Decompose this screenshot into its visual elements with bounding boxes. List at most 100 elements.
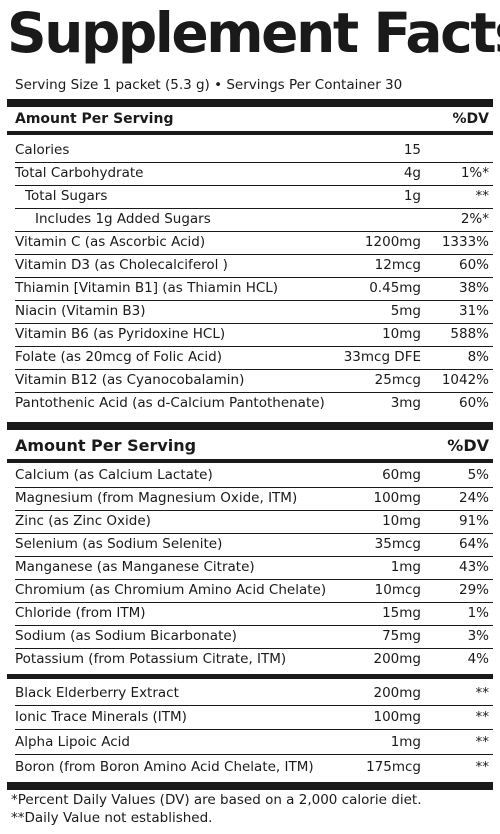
nutrient-amount: 4g bbox=[403, 165, 421, 181]
nutrient-row: Alpha Lipoic Acid 1mg ** bbox=[15, 731, 493, 755]
nutrient-dv: 64% bbox=[458, 536, 489, 552]
nutrient-name: Vitamin C (as Ascorbic Acid) bbox=[15, 234, 206, 250]
nutrient-dv: ** bbox=[475, 685, 490, 701]
nutrient-amount: 3mg bbox=[390, 395, 421, 411]
nutrient-row: Total Carbohydrate 4g 1%* bbox=[15, 162, 493, 186]
medium-divider bbox=[7, 674, 493, 679]
serving-info: Serving Size 1 packet (5.3 g) • Servings… bbox=[15, 77, 403, 93]
nutrient-row: Black Elderberry Extract 200mg ** bbox=[15, 682, 493, 706]
nutrient-amount: 15mg bbox=[382, 605, 421, 621]
nutrient-dv: 1042% bbox=[441, 372, 489, 388]
medium-divider bbox=[7, 459, 493, 463]
nutrient-row: Zinc (as Zinc Oxide) 10mg 91% bbox=[15, 510, 493, 534]
nutrient-name: Calcium (as Calcium Lactate) bbox=[15, 467, 213, 483]
nutrient-row: Thiamin [Vitamin B1] (as Thiamin HCL) 0.… bbox=[15, 277, 493, 301]
nutrient-dv: ** bbox=[475, 188, 490, 204]
nutrient-name: Thiamin [Vitamin B1] (as Thiamin HCL) bbox=[15, 280, 279, 296]
nutrient-dv: 8% bbox=[467, 349, 489, 365]
nutrient-amount: 100mg bbox=[373, 490, 422, 506]
nutrient-dv: 3% bbox=[467, 628, 489, 644]
nutrient-dv: 29% bbox=[458, 582, 489, 598]
nutrient-name: Niacin (Vitamin B3) bbox=[15, 303, 146, 319]
nutrient-row: Includes 1g Added Sugars 2%* bbox=[15, 208, 493, 232]
nutrient-name: Ionic Trace Minerals (ITM) bbox=[15, 709, 187, 725]
nutrient-dv: 31% bbox=[458, 303, 489, 319]
nutrient-name: Includes 1g Added Sugars bbox=[35, 211, 211, 227]
nutrient-amount: 75mg bbox=[382, 628, 421, 644]
nutrient-dv: 588% bbox=[450, 326, 489, 342]
nutrient-row: Chloride (from ITM) 15mg 1% bbox=[15, 602, 493, 626]
nutrient-amount: 10mg bbox=[382, 326, 421, 342]
section1-header: Amount Per Serving %DV bbox=[15, 108, 493, 130]
thick-divider bbox=[7, 782, 493, 790]
nutrient-dv: 43% bbox=[458, 559, 489, 575]
nutrient-row: Ionic Trace Minerals (ITM) 100mg ** bbox=[15, 706, 493, 730]
nutrient-name: Vitamin B12 (as Cyanocobalamin) bbox=[15, 372, 245, 388]
nutrient-name: Pantothenic Acid (as d-Calcium Pantothen… bbox=[15, 395, 325, 411]
nutrient-dv: 1%* bbox=[460, 165, 489, 181]
nutrient-dv: 60% bbox=[458, 257, 489, 273]
nutrient-amount: 0.45mg bbox=[369, 280, 421, 296]
nutrient-row: Calcium (as Calcium Lactate) 60mg 5% bbox=[15, 464, 493, 488]
nutrient-amount: 5mg bbox=[390, 303, 421, 319]
nutrient-row: Boron (from Boron Amino Acid Chelate, IT… bbox=[15, 756, 493, 779]
nutrient-amount: 33mcg DFE bbox=[343, 349, 421, 365]
nutrient-dv: 5% bbox=[467, 467, 489, 483]
nutrient-name: Vitamin B6 (as Pyridoxine HCL) bbox=[15, 326, 226, 342]
nutrient-row: Total Sugars 1g ** bbox=[15, 185, 493, 209]
medium-divider bbox=[7, 131, 493, 135]
nutrient-name: Total Sugars bbox=[25, 188, 108, 204]
nutrient-dv: 1% bbox=[467, 605, 489, 621]
panel-title: Supplement Facts bbox=[7, 1, 500, 65]
nutrient-amount: 200mg bbox=[373, 651, 422, 667]
nutrient-name: Vitamin D3 (as Cholecalciferol ) bbox=[15, 257, 228, 273]
nutrient-name: Selenium (as Sodium Selenite) bbox=[15, 536, 223, 552]
nutrient-amount: 1mg bbox=[390, 559, 421, 575]
nutrient-name: Potassium (from Potassium Citrate, ITM) bbox=[15, 651, 287, 667]
nutrient-dv: ** bbox=[475, 709, 490, 725]
nutrient-amount: 15 bbox=[403, 142, 421, 158]
nutrient-amount: 60mg bbox=[382, 467, 421, 483]
dv-header-label: %DV bbox=[452, 111, 489, 127]
footnote-not-established: **Daily Value not established. bbox=[11, 810, 213, 826]
amount-per-serving-label: Amount Per Serving bbox=[15, 436, 197, 455]
nutrient-row: Chromium (as Chromium Amino Acid Chelate… bbox=[15, 579, 493, 603]
dv-header-label: %DV bbox=[447, 436, 489, 455]
nutrient-name: Folate (as 20mcg of Folic Acid) bbox=[15, 349, 223, 365]
nutrient-name: Boron (from Boron Amino Acid Chelate, IT… bbox=[15, 759, 314, 775]
nutrient-name: Zinc (as Zinc Oxide) bbox=[15, 513, 151, 529]
nutrient-dv: 4% bbox=[467, 651, 489, 667]
nutrient-dv: 2%* bbox=[460, 211, 489, 227]
nutrient-row: Manganese (as Manganese Citrate) 1mg 43% bbox=[15, 556, 493, 580]
nutrient-row: Selenium (as Sodium Selenite) 35mcg 64% bbox=[15, 533, 493, 557]
nutrient-row: Calories 15 bbox=[15, 139, 493, 163]
thick-divider bbox=[7, 422, 493, 430]
nutrient-row: Folate (as 20mcg of Folic Acid) 33mcg DF… bbox=[15, 346, 493, 370]
nutrient-amount: 12mcg bbox=[374, 257, 421, 273]
nutrient-row: Vitamin B12 (as Cyanocobalamin) 25mcg 10… bbox=[15, 369, 493, 393]
supplement-facts-panel: Supplement Facts Serving Size 1 packet (… bbox=[7, 0, 500, 834]
nutrient-amount: 10mcg bbox=[374, 582, 421, 598]
nutrient-row: Sodium (as Sodium Bicarbonate) 75mg 3% bbox=[15, 625, 493, 649]
nutrient-row: Vitamin D3 (as Cholecalciferol ) 12mcg 6… bbox=[15, 254, 493, 278]
nutrient-row: Potassium (from Potassium Citrate, ITM) … bbox=[15, 648, 493, 671]
nutrient-name: Black Elderberry Extract bbox=[15, 685, 179, 701]
nutrient-row: Vitamin C (as Ascorbic Acid) 1200mg 1333… bbox=[15, 231, 493, 255]
nutrient-dv: 91% bbox=[458, 513, 489, 529]
nutrient-amount: 10mg bbox=[382, 513, 421, 529]
nutrient-row: Niacin (Vitamin B3) 5mg 31% bbox=[15, 300, 493, 324]
nutrient-dv: ** bbox=[475, 734, 490, 750]
nutrient-dv: 38% bbox=[458, 280, 489, 296]
nutrient-dv: 60% bbox=[458, 395, 489, 411]
thick-divider bbox=[7, 99, 493, 107]
nutrient-name: Calories bbox=[15, 142, 70, 158]
nutrient-row: Vitamin B6 (as Pyridoxine HCL) 10mg 588% bbox=[15, 323, 493, 347]
nutrient-name: Magnesium (from Magnesium Oxide, ITM) bbox=[15, 490, 298, 506]
nutrient-amount: 175mcg bbox=[366, 759, 421, 775]
nutrient-dv: ** bbox=[475, 759, 490, 775]
nutrient-amount: 25mcg bbox=[374, 372, 421, 388]
nutrient-amount: 1200mg bbox=[364, 234, 421, 250]
nutrient-amount: 200mg bbox=[373, 685, 422, 701]
nutrient-amount: 1mg bbox=[390, 734, 421, 750]
section2-header: Amount Per Serving %DV bbox=[15, 433, 493, 459]
